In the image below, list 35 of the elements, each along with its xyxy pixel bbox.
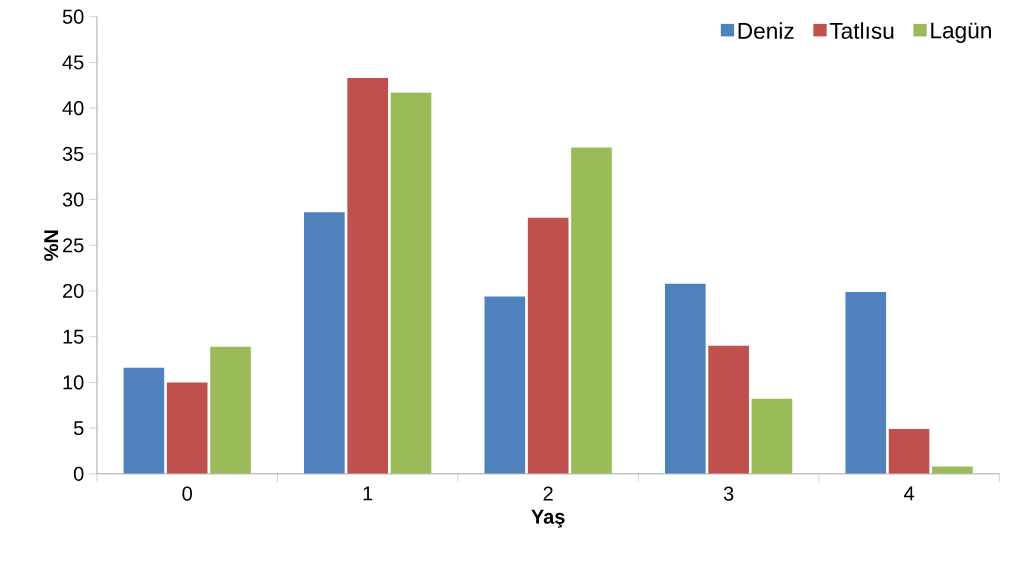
legend-label: Deniz <box>738 22 794 40</box>
bar <box>484 296 526 474</box>
x-tick-label: 2 <box>543 486 553 501</box>
bar <box>210 346 251 474</box>
legend-label: Lagün <box>931 22 991 44</box>
bar <box>888 429 930 474</box>
bar <box>571 147 612 474</box>
bar <box>166 382 208 474</box>
bar <box>347 78 389 474</box>
bar <box>708 345 749 474</box>
bar <box>123 367 165 474</box>
y-axis-title: %N <box>44 230 59 261</box>
y-tick-label: 40 <box>62 101 84 116</box>
y-tick-label: 35 <box>62 146 84 161</box>
y-tick-label: 15 <box>63 329 84 344</box>
x-tick-label: 3 <box>723 486 734 501</box>
y-tick-label: 20 <box>63 283 84 299</box>
x-tick-label: 1 <box>363 486 373 501</box>
y-tick-label: 50 <box>62 9 84 24</box>
y-tick-label: 10 <box>63 375 84 390</box>
bar <box>664 283 706 474</box>
bar <box>304 212 345 474</box>
y-tick-label: 25 <box>63 238 84 253</box>
x-axis-title: Yaş <box>531 509 565 528</box>
legend-label: Tatlısu <box>829 22 894 40</box>
bar <box>527 217 569 474</box>
y-tick-label: 30 <box>62 192 84 207</box>
bar <box>751 398 793 474</box>
bar <box>390 92 432 474</box>
x-tick-label: 4 <box>904 486 915 501</box>
y-tick-label: 45 <box>62 55 84 70</box>
y-tick-label: 5 <box>73 421 84 436</box>
y-tick-label: 0 <box>73 466 84 482</box>
bar <box>845 291 887 474</box>
x-tick-label: 0 <box>182 486 192 501</box>
